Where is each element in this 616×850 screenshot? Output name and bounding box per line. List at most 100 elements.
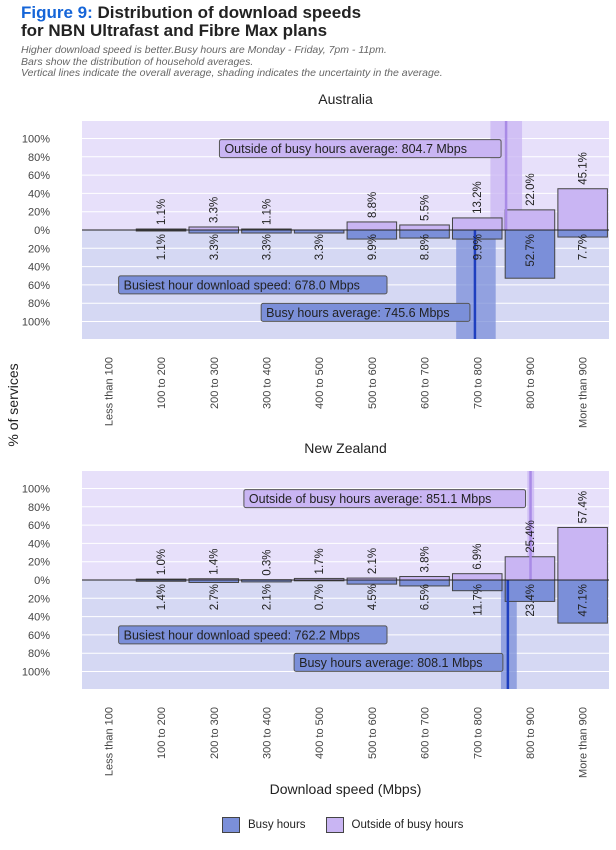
- data-label-outside-2: 1.4%: [209, 549, 221, 575]
- y-tick-label: 60%: [28, 520, 50, 532]
- x-axis-title: Download speed (Mbps): [270, 781, 422, 797]
- data-label-outside-9: 45.1%: [578, 152, 590, 185]
- y-tick-label: 100%: [22, 667, 50, 679]
- bar-busy-8: [504, 229, 556, 279]
- x-tick-label-4: 400 to 500: [314, 357, 326, 409]
- panel-title: New Zealand: [304, 440, 387, 456]
- x-tick-label-7: 700 to 800: [472, 707, 484, 759]
- data-label-outside-5: 8.8%: [367, 192, 379, 218]
- y-tick-label: 100%: [22, 484, 50, 496]
- x-tick-label-3: 300 to 400: [261, 707, 273, 759]
- y-tick-label: 60%: [28, 630, 50, 642]
- x-tick-label-1: 100 to 200: [156, 707, 168, 759]
- y-tick-label: 80%: [28, 648, 50, 660]
- busiest-hour-annotation-label: Busiest hour download speed: 762.2 Mbps: [124, 628, 360, 642]
- data-label-busy-4: 3.3%: [314, 234, 326, 260]
- data-label-outside-1: 1.0%: [156, 549, 168, 575]
- y-tick-label: 0%: [34, 575, 50, 587]
- data-label-busy-2: 3.3%: [209, 234, 221, 260]
- y-tick-label: 40%: [28, 612, 50, 624]
- data-label-busy-6: 6.5%: [420, 584, 432, 610]
- data-label-busy-9: 7.7%: [578, 234, 590, 260]
- x-tick-label-5: 500 to 600: [367, 357, 379, 409]
- data-label-outside-3: 1.1%: [261, 199, 273, 225]
- x-tick-label-6: 600 to 700: [420, 707, 432, 759]
- bar-outside-9: [557, 188, 608, 231]
- data-label-busy-6: 8.8%: [420, 234, 432, 260]
- y-tick-label: 0%: [34, 225, 50, 237]
- panel-title: Australia: [318, 91, 373, 107]
- data-label-busy-7: 11.7%: [472, 584, 484, 616]
- x-tick-label-8: 800 to 900: [525, 707, 537, 759]
- data-label-busy-4: 0.7%: [314, 584, 326, 610]
- outside-average-annotation-box: [243, 489, 527, 509]
- data-label-outside-4: 1.7%: [314, 548, 326, 574]
- data-label-outside-3: 0.3%: [261, 550, 273, 576]
- y-tick-label: 20%: [28, 207, 50, 219]
- x-tick-label-5: 500 to 600: [367, 707, 379, 759]
- y-tick-label: 40%: [28, 188, 50, 200]
- y-tick-label: 20%: [28, 557, 50, 569]
- data-label-outside-8: 25.4%: [525, 520, 537, 553]
- legend-swatch-outside: [325, 817, 344, 833]
- y-tick-label: 100%: [22, 134, 50, 146]
- data-label-busy-8: 52.7%: [525, 234, 537, 267]
- legend-item-busy: Busy hours: [222, 817, 306, 833]
- outside-average-annotation-label: Outside of busy hours average: 804.7 Mbp…: [224, 142, 467, 156]
- data-label-busy-7: 9.9%: [472, 234, 484, 260]
- data-label-outside-5: 2.1%: [367, 548, 379, 574]
- legend-swatch-busy: [222, 817, 240, 833]
- x-tick-label-6: 600 to 700: [420, 357, 432, 409]
- data-label-outside-8: 22.0%: [525, 173, 537, 206]
- data-label-outside-1: 1.1%: [156, 199, 168, 225]
- data-label-busy-8: 23.4%: [525, 584, 537, 617]
- bar-outside-7: [451, 217, 503, 231]
- x-tick-label-9: More than 900: [578, 357, 590, 428]
- data-label-outside-2: 3.3%: [209, 197, 221, 223]
- x-tick-label-1: 100 to 200: [156, 357, 168, 409]
- legend-label-outside: Outside of busy hours: [351, 819, 464, 831]
- bar-outside-9: [557, 526, 608, 581]
- bar-outside-7: [451, 573, 503, 581]
- busiest-hour-annotation-label: Busiest hour download speed: 678.0 Mbps: [124, 278, 360, 292]
- y-tick-label: 80%: [28, 298, 50, 310]
- bar-outside-6: [399, 224, 450, 231]
- data-label-outside-7: 6.9%: [472, 543, 484, 569]
- chart-panel-new-zealand: New Zealand 100% 80% 60% 40% 20% 0% 20% 40% 60% 80…: [22, 440, 609, 797]
- legend-label-busy: Busy hours: [248, 819, 306, 831]
- busy-average-annotation-box: [293, 652, 504, 672]
- y-tick-label: 20%: [28, 243, 50, 255]
- data-label-busy-5: 4.5%: [367, 584, 379, 610]
- outside-average-annotation-box: [218, 139, 502, 159]
- x-tick-label-4: 400 to 500: [314, 707, 326, 759]
- y-tick-label: 20%: [28, 593, 50, 605]
- data-label-busy-5: 9.9%: [367, 234, 379, 260]
- x-tick-label-2: 200 to 300: [209, 707, 221, 759]
- data-label-outside-6: 3.8%: [420, 546, 432, 572]
- subtitle-line-1: Higher download speed is better.Busy hou…: [21, 44, 387, 56]
- figure-label: Figure 9:: [21, 3, 93, 22]
- x-tick-label-0: Less than 100: [103, 357, 115, 426]
- busiest-hour-annotation-box: [118, 275, 388, 295]
- y-tick-label: 60%: [28, 280, 50, 292]
- data-label-busy-3: 2.1%: [261, 584, 273, 610]
- y-tick-label: 40%: [28, 262, 50, 274]
- y-tick-label: 60%: [28, 170, 50, 182]
- data-label-outside-6: 5.5%: [420, 195, 432, 221]
- outside-average-annotation-label: Outside of busy hours average: 851.1 Mbp…: [249, 492, 492, 506]
- x-tick-label-3: 300 to 400: [261, 357, 273, 409]
- x-tick-label-7: 700 to 800: [472, 357, 484, 409]
- figure-title-line1: Distribution of download speeds: [97, 3, 362, 22]
- legend-item-outside: Outside of busy hours: [325, 817, 464, 833]
- y-tick-label: 80%: [28, 502, 50, 514]
- y-axis-title: % of services: [5, 363, 21, 446]
- data-label-outside-7: 13.2%: [472, 181, 484, 214]
- busy-average-annotation-label: Busy hours average: 808.1 Mbps: [299, 656, 482, 670]
- figure-subtitle: Higher download speed is better.Busy hou…: [21, 44, 611, 80]
- x-tick-label-8: 800 to 900: [525, 357, 537, 409]
- data-label-outside-9: 57.4%: [578, 491, 590, 524]
- data-label-busy-9: 47.1%: [578, 584, 590, 617]
- subtitle-line-2: Bars show the distribution of household …: [21, 55, 254, 68]
- y-tick-label: 80%: [28, 152, 50, 164]
- x-tick-label-0: Less than 100: [103, 707, 115, 776]
